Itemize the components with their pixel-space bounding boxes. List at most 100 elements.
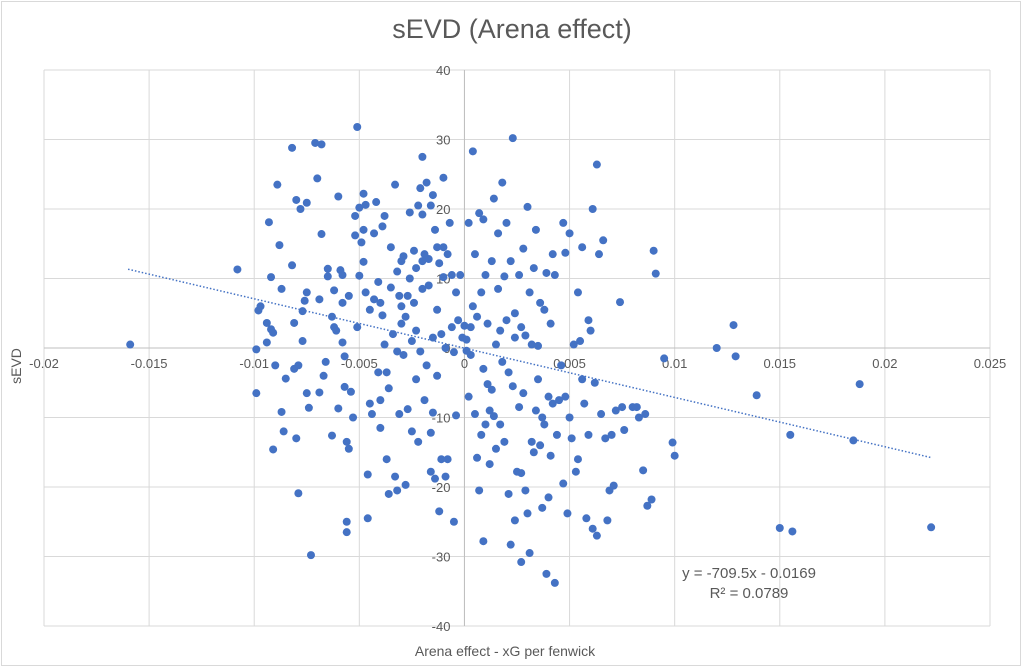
data-point — [515, 271, 524, 280]
x-tick-labels: -0.02 -0.015 -0.01 -0.005 0 0.005 0.01 0.015 0.0… — [29, 356, 1006, 371]
data-point — [590, 378, 599, 387]
data-point — [399, 252, 408, 261]
data-point — [382, 455, 391, 464]
data-point — [641, 410, 650, 419]
data-point — [338, 298, 347, 307]
data-point — [584, 316, 593, 325]
data-point — [573, 455, 582, 464]
data-point — [525, 288, 534, 297]
data-point — [376, 423, 385, 432]
data-point — [334, 404, 343, 413]
data-point — [468, 302, 477, 311]
data-point — [296, 205, 305, 213]
data-point — [292, 195, 301, 204]
data-point — [536, 298, 545, 307]
data-point — [342, 437, 351, 446]
data-point — [517, 323, 526, 332]
data-point — [487, 257, 496, 266]
data-point — [433, 305, 442, 314]
data-point — [319, 371, 328, 380]
data-point — [517, 469, 526, 478]
data-point — [712, 344, 721, 352]
data-point — [365, 399, 374, 408]
y-axis-title: sEVD — [8, 348, 24, 384]
data-point — [466, 350, 475, 359]
data-point — [517, 558, 526, 567]
data-point — [479, 537, 488, 546]
data-point — [405, 274, 414, 283]
data-point — [632, 403, 641, 412]
data-point — [288, 261, 297, 270]
data-point — [611, 406, 620, 415]
data-point — [435, 507, 444, 516]
data-point — [412, 375, 421, 384]
data-point — [267, 273, 276, 282]
data-point — [302, 198, 311, 207]
x-tick-label: -0.015 — [131, 356, 168, 371]
data-point — [491, 444, 500, 453]
data-point — [351, 211, 360, 220]
data-point — [510, 333, 519, 342]
data-point — [548, 250, 557, 259]
data-point — [437, 330, 446, 339]
data-point — [328, 312, 337, 321]
data-point — [439, 273, 448, 282]
data-point — [418, 257, 427, 266]
data-point — [302, 389, 311, 398]
data-point — [580, 399, 589, 408]
data-point — [599, 236, 608, 245]
data-point — [594, 250, 603, 259]
y-tick-label: -30 — [432, 550, 451, 565]
data-point — [506, 257, 515, 266]
data-point — [262, 318, 271, 327]
data-point — [491, 340, 500, 349]
data-point — [643, 501, 652, 510]
x-tick-label: -0.02 — [29, 356, 59, 371]
data-point — [395, 410, 404, 419]
data-point — [353, 122, 362, 131]
data-point — [431, 225, 440, 234]
data-point — [462, 335, 471, 344]
data-point — [412, 264, 421, 273]
data-point — [313, 174, 322, 183]
data-point — [290, 318, 299, 327]
data-point — [731, 352, 740, 361]
data-point — [277, 407, 286, 416]
data-point — [359, 257, 368, 266]
data-point — [340, 352, 349, 361]
data-point — [565, 413, 574, 422]
x-tick-label: 0.02 — [872, 356, 897, 371]
data-point — [378, 222, 387, 231]
data-point — [346, 387, 355, 396]
data-point — [616, 298, 625, 307]
data-point — [651, 269, 660, 278]
data-point — [349, 413, 358, 422]
data-point — [546, 319, 555, 328]
data-point — [647, 495, 656, 504]
data-point — [445, 218, 454, 227]
data-point — [668, 438, 677, 447]
data-point — [426, 201, 435, 210]
data-point — [531, 406, 540, 415]
data-point — [378, 311, 387, 320]
data-point — [353, 323, 362, 332]
data-point — [126, 340, 135, 349]
data-point — [338, 271, 347, 280]
data-point — [449, 517, 458, 526]
x-tick-label: -0.005 — [341, 356, 378, 371]
data-point — [546, 451, 555, 460]
data-point — [418, 284, 427, 293]
data-point — [403, 291, 412, 300]
data-point — [443, 250, 452, 259]
data-point — [489, 412, 498, 421]
data-point — [639, 466, 648, 475]
data-point — [470, 250, 479, 259]
data-point — [592, 531, 601, 540]
data-point — [264, 218, 273, 227]
x-axis-title: Arena effect - xG per fenwick — [415, 643, 596, 659]
data-point — [277, 284, 286, 293]
data-point — [464, 218, 473, 227]
data-point — [603, 516, 612, 525]
data-point — [588, 524, 597, 533]
data-point — [729, 321, 738, 330]
